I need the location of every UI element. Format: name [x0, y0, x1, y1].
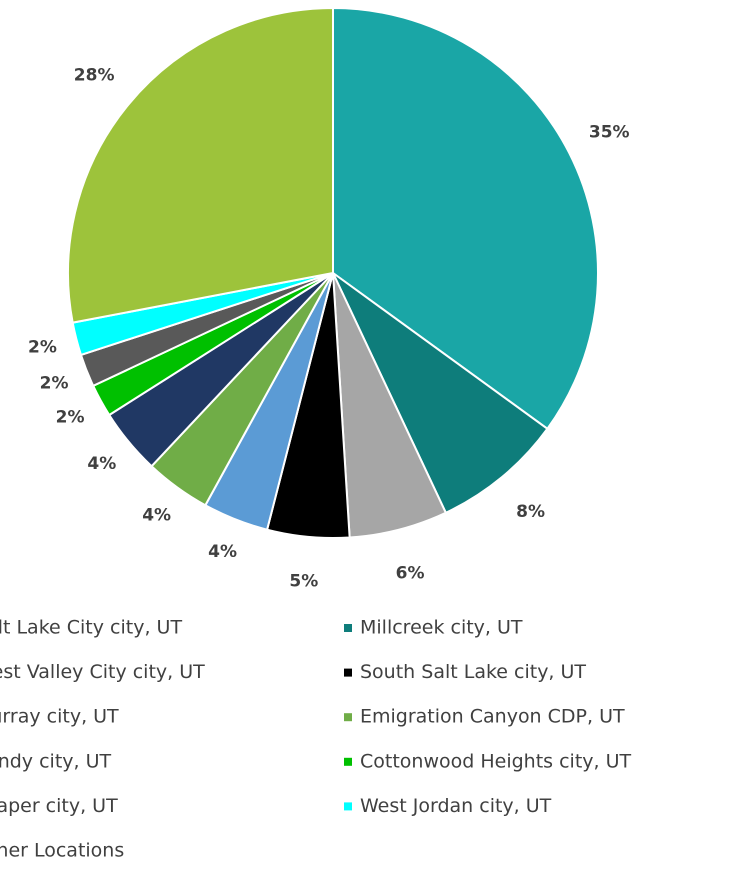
legend-swatch [344, 802, 352, 811]
legend-swatch [344, 713, 352, 722]
legend-label: West Jordan city, UT [360, 795, 552, 817]
legend-label: Murray city, UT [0, 706, 119, 728]
legend-label: South Salt Lake city, UT [360, 661, 586, 683]
data-label: 35% [589, 122, 630, 142]
data-label: 28% [74, 65, 115, 85]
data-label: 4% [208, 542, 237, 562]
data-label: 8% [516, 502, 545, 522]
pie-slice [332, 6, 599, 431]
legend-label: Other Locations [0, 840, 124, 862]
legend-label: Sandy city, UT [0, 750, 111, 772]
data-label: 2% [56, 408, 85, 428]
legend-label: Draper city, UT [0, 795, 118, 817]
data-label: 2% [28, 338, 57, 358]
legend-label: Millcreek city, UT [360, 617, 523, 639]
data-label: 6% [396, 563, 425, 583]
legend-swatch [344, 624, 352, 632]
data-label: 5% [289, 572, 318, 592]
pie-slice [67, 6, 334, 324]
legend-label: Salt Lake City city, UT [0, 617, 182, 639]
pie-slice [332, 272, 549, 515]
legend-swatch [344, 757, 352, 766]
data-label: 4% [87, 454, 116, 474]
legend-swatch [344, 668, 352, 677]
data-label: 4% [142, 506, 171, 526]
legend-label: West Valley City city, UT [0, 661, 205, 683]
legend-label: Cottonwood Heights city, UT [360, 750, 631, 772]
legend-label: Emigration Canyon CDP, UT [360, 706, 625, 728]
data-label: 2% [40, 373, 69, 393]
